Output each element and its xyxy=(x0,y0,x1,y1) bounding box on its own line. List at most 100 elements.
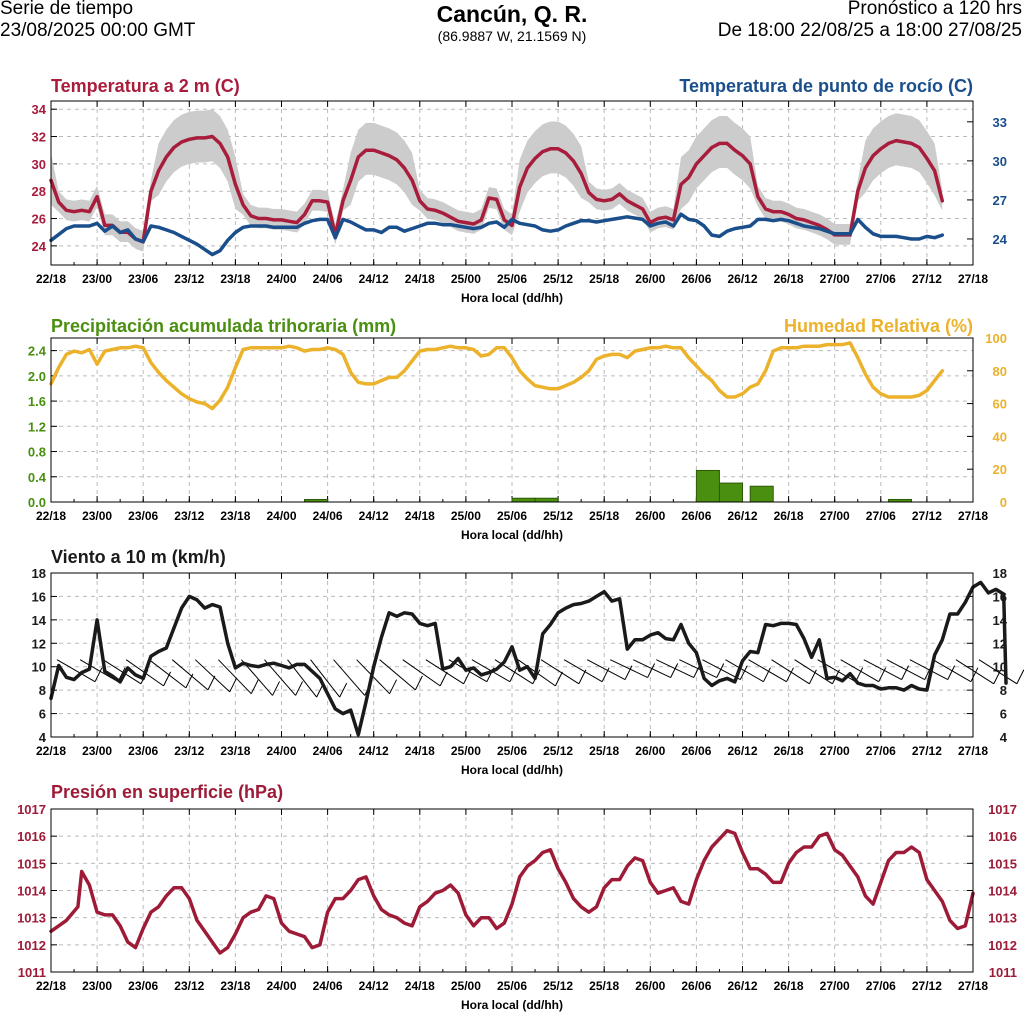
precip-xtick-label: 24/12 xyxy=(359,509,389,523)
wind-xtick-label: 27/06 xyxy=(866,744,896,758)
wind-barb-flag xyxy=(207,675,216,691)
precip-ytick-right-label: 80 xyxy=(993,364,1007,379)
wind-barb-flag xyxy=(554,671,563,687)
location-coords: (86.9887 W, 21.1569 N) xyxy=(437,28,587,44)
wind-barb-shaft xyxy=(656,659,694,678)
wind-barb-flag xyxy=(1016,669,1024,685)
wind-barb-shaft xyxy=(79,659,119,683)
pressure-ytick-right-label: 1017 xyxy=(988,802,1017,817)
wind-barb-shaft xyxy=(909,659,948,681)
pressure-ytick-left-label: 1014 xyxy=(17,884,47,899)
wind-barb-flag xyxy=(739,665,748,680)
pressure-xtick-label: 26/18 xyxy=(774,979,804,993)
temp-spread-band xyxy=(51,109,943,252)
wind-xtick-label: 23/06 xyxy=(128,744,158,758)
pressure-xtick-label: 27/00 xyxy=(820,979,850,993)
wind-barb-shaft xyxy=(633,659,671,678)
temp-ytick-right-label: 33 xyxy=(993,115,1007,130)
wind-barb-flag xyxy=(272,681,280,696)
wind-xtick-label: 24/06 xyxy=(313,744,343,758)
wind-xtick-label: 27/00 xyxy=(820,744,850,758)
precip-bar xyxy=(718,482,744,503)
wind-ytick-left-label: 8 xyxy=(39,683,46,698)
precip-xtick-label: 25/18 xyxy=(589,509,619,523)
pressure-ytick-left-label: 1017 xyxy=(17,802,46,817)
pressure-ytick-left-label: 1013 xyxy=(17,911,46,926)
precip-ytick-left-label: 0.8 xyxy=(28,445,46,460)
wind-barb-flag xyxy=(439,671,448,687)
wind-barb-shaft xyxy=(56,659,96,683)
wind-ytick-left-label: 10 xyxy=(32,660,46,675)
pressure-ytick-right-label: 1014 xyxy=(988,884,1018,899)
temp-xtick-label: 27/18 xyxy=(958,272,988,286)
precip-ytick-left-label: 0.4 xyxy=(28,470,47,485)
wind-barb-flag xyxy=(901,665,910,680)
precip-xtick-label: 23/06 xyxy=(128,509,158,523)
precip-xtick-label: 26/00 xyxy=(635,509,665,523)
precip-xtick-label: 26/12 xyxy=(727,509,757,523)
temp-xtick-label: 25/12 xyxy=(543,272,573,286)
pressure-xlabel: Hora local (dd/hh) xyxy=(461,998,563,1012)
wind-ytick-right-label: 8 xyxy=(1000,683,1007,698)
wind-barb-flag xyxy=(970,667,979,682)
wind-barb-shaft xyxy=(932,659,972,683)
pressure-title-left: Presión en superficie (hPa) xyxy=(51,782,283,802)
temp-xtick-label: 27/06 xyxy=(866,272,896,286)
precip-xtick-label: 25/00 xyxy=(451,509,481,523)
wind-barb-shaft xyxy=(771,659,810,685)
temp-xtick-label: 22/18 xyxy=(36,272,66,286)
precip-xlabel: Hora local (dd/hh) xyxy=(461,528,563,542)
temp-xtick-label: 25/18 xyxy=(589,272,619,286)
pressure-xtick-label: 24/06 xyxy=(313,979,343,993)
wind-barb-shaft xyxy=(540,659,580,685)
wind-barb-flag xyxy=(509,667,518,682)
pressure-xtick-label: 25/06 xyxy=(497,979,527,993)
temp-xtick-label: 26/00 xyxy=(635,272,665,286)
wind-series-line xyxy=(49,580,1008,737)
wind-barb-flag xyxy=(414,675,423,691)
wind-xtick-label: 23/00 xyxy=(82,744,112,758)
wind-barb-shaft xyxy=(148,659,187,689)
wind-barb-shaft xyxy=(978,659,1018,685)
wind-barb-flag xyxy=(993,669,1002,685)
wind-barb-shaft xyxy=(563,659,603,683)
header-left: Serie de tiempo 23/08/2025 00:00 GMT xyxy=(0,0,195,42)
wind-barb-shaft xyxy=(425,659,464,685)
temp-xtick-label: 26/12 xyxy=(727,272,757,286)
pressure-ytick-left-label: 1012 xyxy=(17,938,46,953)
wind-barb-shaft xyxy=(102,659,142,685)
temp-xtick-label: 23/12 xyxy=(174,272,204,286)
precip-xtick-label: 22/18 xyxy=(36,509,66,523)
temp-series-line xyxy=(49,134,945,244)
header-center: Cancún, Q. R. (86.9887 W, 21.1569 N) xyxy=(312,0,712,44)
pressure-xtick-label: 25/12 xyxy=(543,979,573,993)
wind-ytick-left-label: 6 xyxy=(39,707,46,722)
temp-title-right: Temperatura de punto de rocío (C) xyxy=(679,76,973,96)
wind-xtick-label: 23/18 xyxy=(220,744,250,758)
precip-ytick-left-label: 1.2 xyxy=(28,419,46,434)
temp-xtick-label: 24/00 xyxy=(266,272,296,286)
wind-ytick-left-label: 12 xyxy=(32,636,46,651)
temp-panel: 22/18 23/00 23/06 23/12 23/18 24/00 24/06 24/12… xyxy=(32,76,1008,305)
precip-bar xyxy=(534,497,559,503)
wind-ytick-left-label: 16 xyxy=(32,589,46,604)
temp-xtick-label: 23/00 xyxy=(82,272,112,286)
wind-barb-flag xyxy=(670,663,679,678)
precip-xtick-label: 25/06 xyxy=(497,509,527,523)
wind-barb-flag xyxy=(786,667,794,682)
pressure-xtick-label: 25/18 xyxy=(589,979,619,993)
precip-ytick-left-label: 2.0 xyxy=(28,369,46,384)
wind-barb-flag xyxy=(716,663,725,678)
pressure-xtick-label: 26/06 xyxy=(681,979,711,993)
wind-xtick-label: 25/00 xyxy=(451,744,481,758)
pressure-xtick-label: 26/12 xyxy=(727,979,757,993)
wind-barb-shaft xyxy=(679,659,717,678)
wind-xtick-label: 24/00 xyxy=(266,744,296,758)
pressure-xtick-label: 22/18 xyxy=(36,979,66,993)
wind-barb-flag xyxy=(250,679,259,694)
precip-xtick-label: 24/00 xyxy=(266,509,296,523)
wind-xtick-label: 26/18 xyxy=(774,744,804,758)
wind-barb-shaft xyxy=(333,659,366,696)
wind-xtick-label: 27/18 xyxy=(958,744,988,758)
wind-xtick-label: 26/12 xyxy=(727,744,757,758)
